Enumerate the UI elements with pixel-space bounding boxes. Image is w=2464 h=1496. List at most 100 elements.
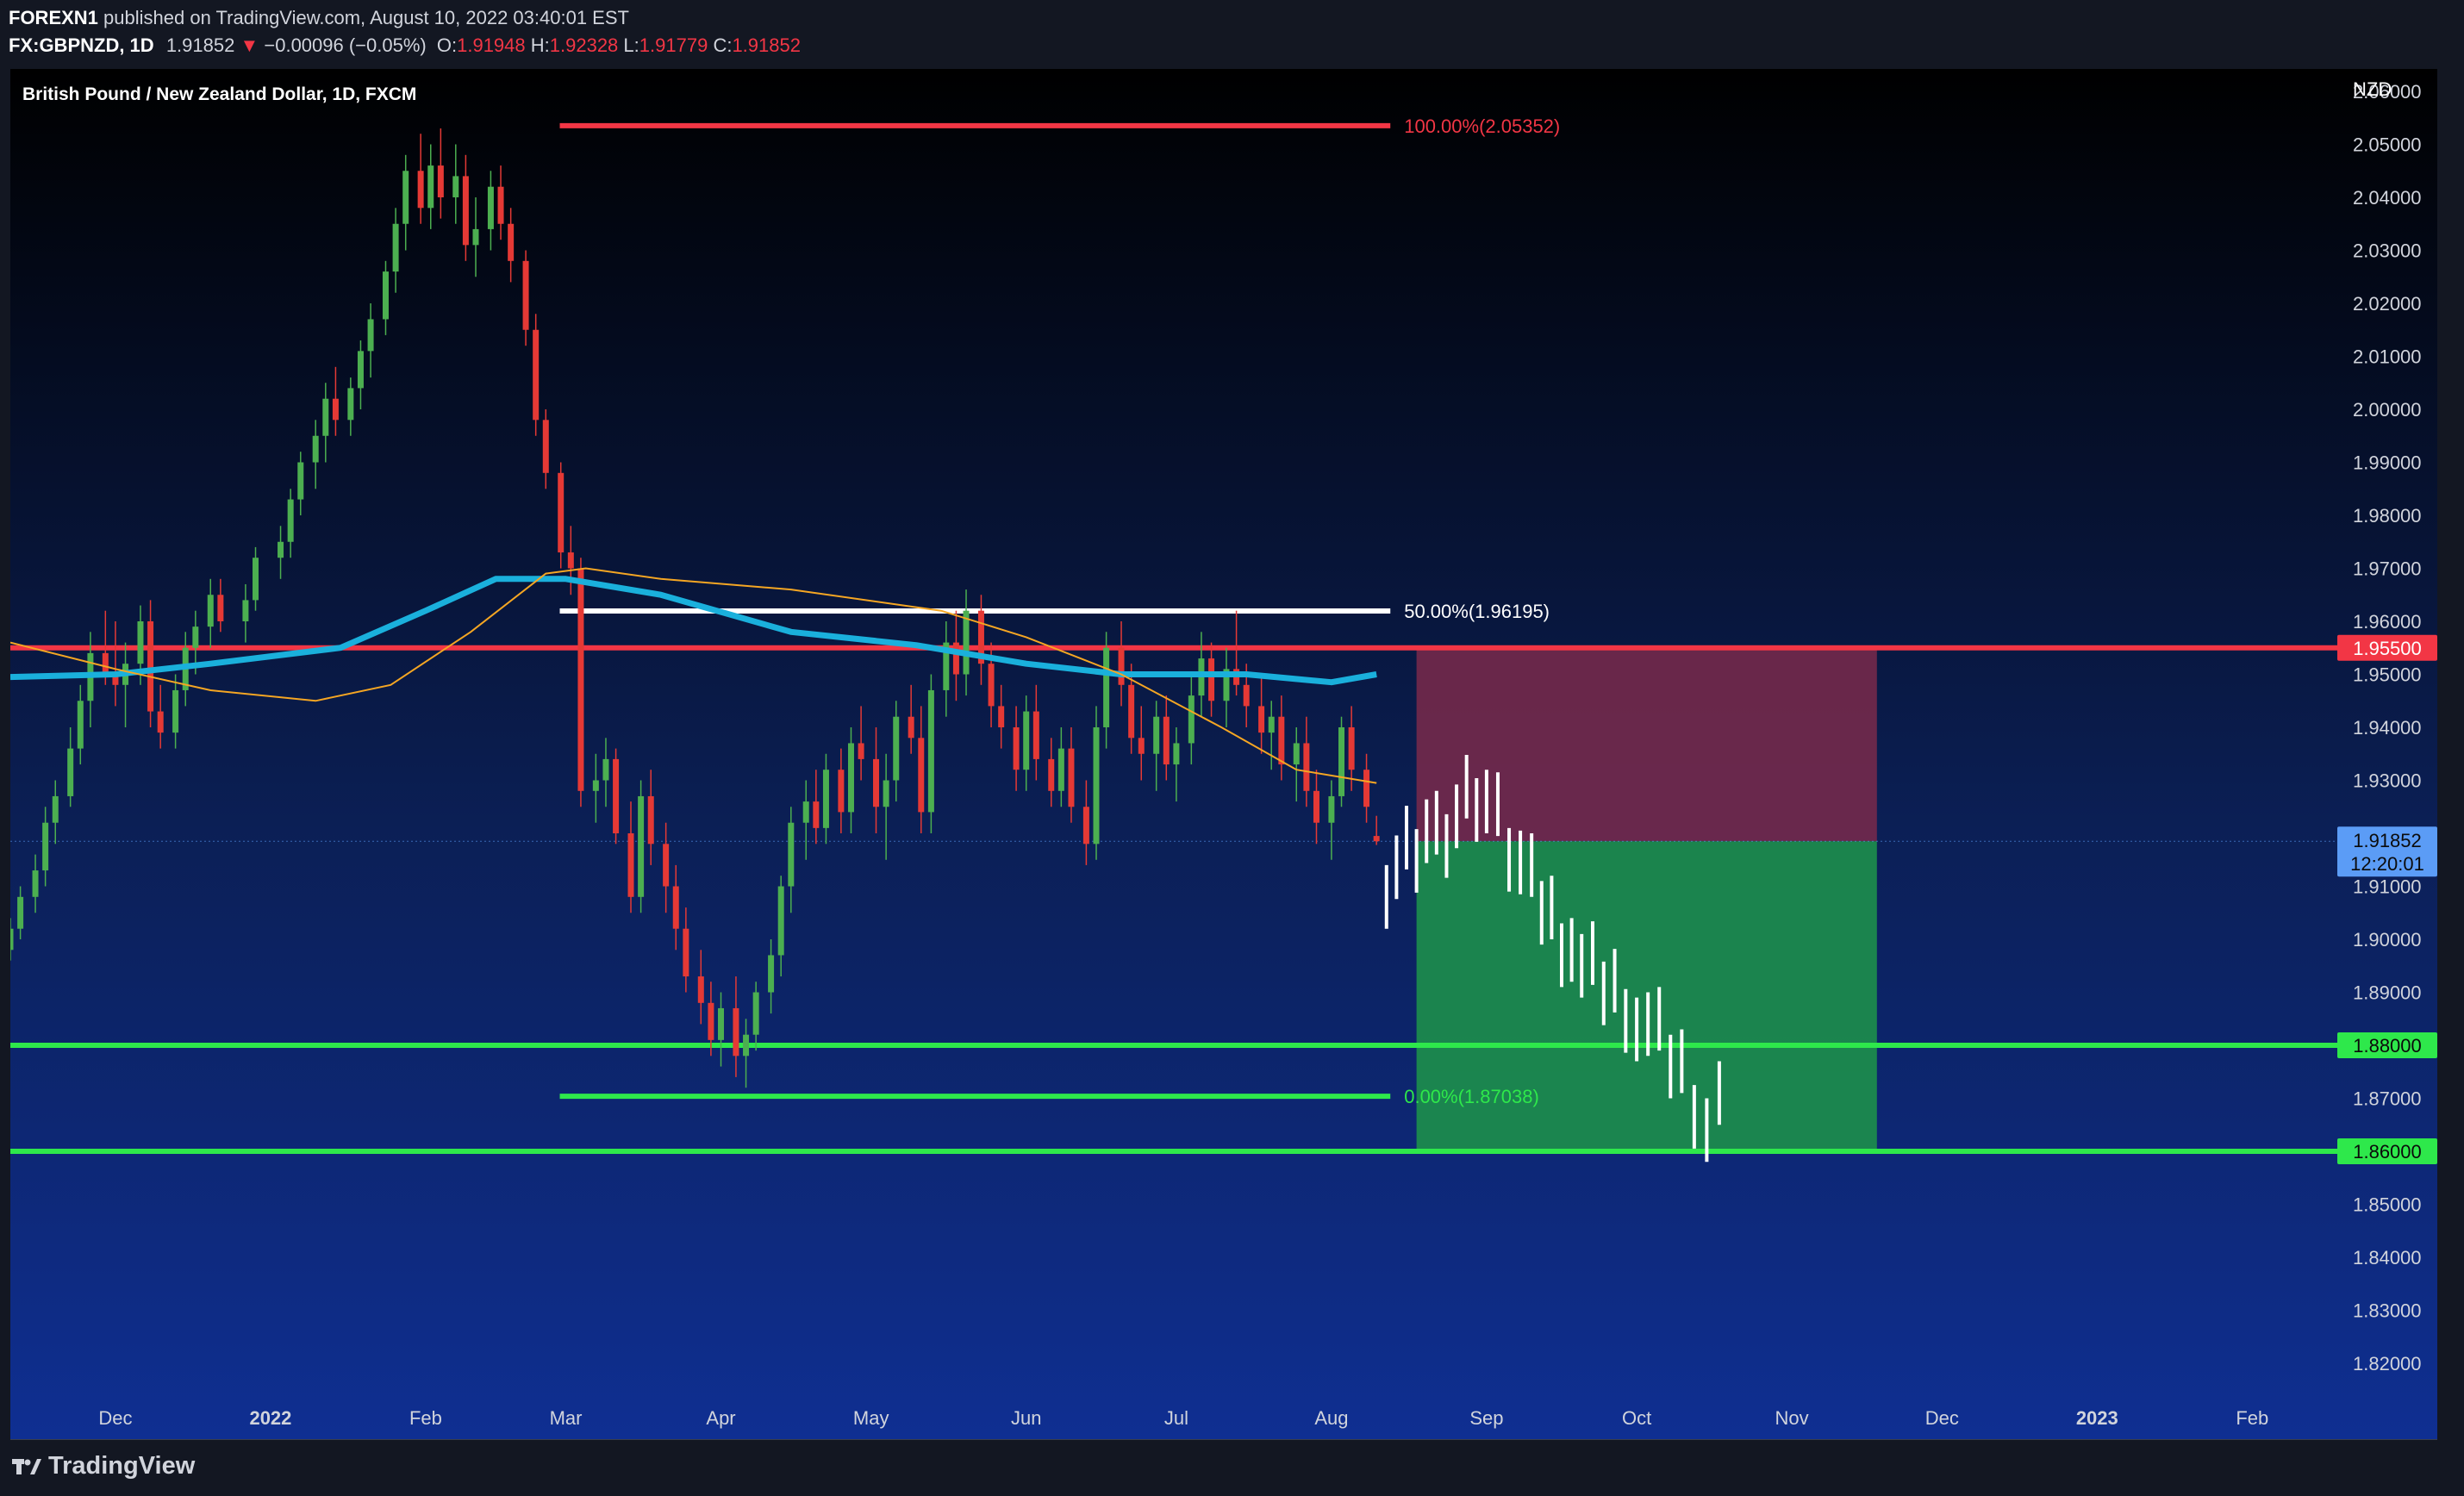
candle-body[interactable] [1068, 748, 1075, 807]
candle-body[interactable] [472, 228, 479, 246]
candle-body[interactable] [672, 886, 679, 929]
chart-svg[interactable]: 100.00%(2.05352) 50.00%(1.96195) 0.00%(1.8… [10, 69, 2437, 1440]
last-price-tag[interactable] [2337, 826, 2437, 877]
candle-body[interactable] [417, 171, 424, 209]
candle-body[interactable] [522, 260, 529, 330]
candle-body[interactable] [1328, 795, 1335, 823]
candle-body[interactable] [918, 738, 925, 813]
candle-body[interactable] [592, 780, 599, 791]
candle-body[interactable] [402, 171, 409, 224]
candle-body[interactable] [452, 176, 459, 197]
candle-body[interactable] [1093, 727, 1100, 845]
candle-body[interactable] [297, 462, 304, 500]
candle-body[interactable] [1013, 727, 1020, 770]
candle-body[interactable] [382, 271, 389, 320]
candle-body[interactable] [10, 928, 14, 951]
candle-body[interactable] [567, 552, 574, 569]
level-price-tag[interactable] [2337, 634, 2437, 661]
candle-body[interactable] [822, 770, 829, 828]
candle-body[interactable] [1223, 669, 1230, 701]
candle-body[interactable] [1173, 743, 1180, 765]
candle-body[interactable] [768, 955, 775, 993]
candle-body[interactable] [647, 795, 654, 845]
candle-body[interactable] [32, 870, 39, 897]
candle-body[interactable] [1103, 647, 1110, 727]
candle-body[interactable] [1208, 658, 1215, 701]
candles[interactable] [10, 128, 1380, 1088]
candle-body[interactable] [558, 472, 565, 553]
candle-body[interactable] [908, 716, 914, 739]
candle-body[interactable] [1118, 647, 1125, 685]
candle-body[interactable] [943, 642, 950, 690]
fib-levels[interactable]: 100.00%(2.05352) 50.00%(1.96195) 0.00%(1.8… [559, 115, 1561, 1107]
candle-body[interactable] [988, 664, 995, 707]
candle-body[interactable] [242, 600, 249, 621]
candle-body[interactable] [207, 595, 214, 627]
candle-body[interactable] [1373, 836, 1380, 842]
stop-loss-zone[interactable] [1416, 647, 1877, 842]
candle-body[interactable] [332, 398, 339, 421]
candle-body[interactable] [752, 992, 759, 1035]
candle-body[interactable] [813, 801, 820, 828]
candle-body[interactable] [278, 541, 284, 558]
candle-body[interactable] [52, 795, 59, 823]
candle-body[interactable] [613, 758, 620, 833]
candle-body[interactable] [627, 833, 634, 897]
candle-body[interactable] [977, 610, 984, 664]
candle-body[interactable] [112, 674, 119, 685]
candle-body[interactable] [873, 758, 880, 807]
candle-body[interactable] [347, 388, 354, 421]
candle-body[interactable] [718, 1007, 725, 1040]
candle-body[interactable] [1313, 790, 1319, 823]
candle-body[interactable] [367, 319, 374, 352]
candle-body[interactable] [172, 689, 179, 733]
level-price-tag[interactable] [2337, 1032, 2437, 1058]
candle-body[interactable] [663, 844, 670, 887]
candle-body[interactable] [17, 896, 24, 929]
candle-body[interactable] [42, 822, 49, 871]
candle-body[interactable] [322, 398, 329, 436]
horizontal-levels[interactable] [10, 645, 2337, 1154]
candle-body[interactable] [192, 626, 199, 648]
candle-body[interactable] [157, 711, 164, 733]
candle-body[interactable] [427, 165, 434, 209]
candle-body[interactable] [1163, 716, 1170, 765]
candle-body[interactable] [508, 223, 515, 261]
candle-body[interactable] [287, 499, 294, 542]
candle-body[interactable] [1278, 716, 1285, 765]
candle-body[interactable] [577, 568, 584, 791]
candle-body[interactable] [437, 165, 444, 197]
candle-body[interactable] [542, 420, 549, 473]
candle-body[interactable] [357, 351, 364, 389]
candle-body[interactable] [1293, 743, 1300, 765]
candle-body[interactable] [487, 186, 494, 229]
candle-body[interactable] [963, 610, 970, 675]
candle-body[interactable] [1188, 695, 1195, 744]
candle-body[interactable] [1338, 727, 1345, 796]
candle-body[interactable] [1138, 738, 1145, 754]
candle-body[interactable] [998, 706, 1005, 727]
candle-body[interactable] [927, 689, 934, 813]
time-axis[interactable]: Dec 2022 Feb Mar Apr May Jun Jul Aug Sep Oct Nov Dec… [98, 1407, 2268, 1429]
candle-body[interactable] [1082, 807, 1089, 845]
candle-body[interactable] [683, 928, 689, 977]
candle-body[interactable] [1057, 748, 1064, 791]
candle-body[interactable] [893, 716, 900, 781]
candle-body[interactable] [1023, 711, 1030, 770]
candle-body[interactable] [1348, 727, 1355, 770]
candle-body[interactable] [1128, 684, 1135, 739]
candle-body[interactable] [708, 1002, 714, 1040]
level-price-tag[interactable] [2337, 1138, 2437, 1164]
candle-body[interactable] [697, 976, 704, 1003]
candle-body[interactable] [883, 780, 889, 807]
candle-body[interactable] [217, 595, 224, 621]
candle-body[interactable] [602, 758, 609, 781]
candle-body[interactable] [802, 801, 809, 823]
candle-body[interactable] [952, 642, 959, 675]
candle-body[interactable] [1258, 706, 1265, 733]
candle-body[interactable] [743, 1034, 750, 1057]
candle-body[interactable] [533, 329, 540, 421]
candle-body[interactable] [777, 886, 784, 956]
candle-body[interactable] [858, 743, 864, 759]
candle-body[interactable] [1153, 716, 1160, 754]
